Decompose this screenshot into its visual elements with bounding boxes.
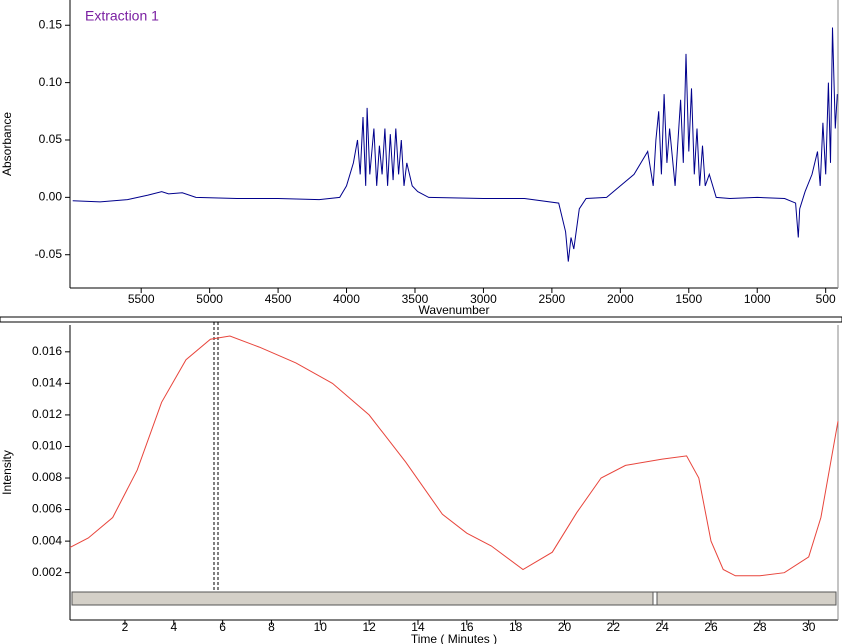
- x-tick-label: 28: [753, 620, 767, 634]
- x-tick-label: 14: [411, 620, 425, 634]
- x-tick-label: 4000: [333, 292, 360, 306]
- x-tick-label: 2500: [539, 292, 566, 306]
- x-tick-label: 22: [607, 620, 621, 634]
- x-tick-label: 12: [362, 620, 376, 634]
- scrollbar[interactable]: [71, 591, 837, 606]
- y-tick-label: 0.012: [32, 407, 62, 421]
- x-tick-label: 4: [170, 620, 177, 634]
- x-tick-label: 2000: [607, 292, 634, 306]
- x-tick-label: 8: [268, 620, 275, 634]
- scroll-thumb[interactable]: [652, 591, 658, 606]
- x-tick-label: 5500: [128, 292, 155, 306]
- splitter[interactable]: [0, 316, 842, 323]
- x-tick-label: 5000: [196, 292, 223, 306]
- y-tick-label: 0.014: [32, 376, 62, 390]
- x-tick-label: 1000: [744, 292, 771, 306]
- x-tick-label: 24: [655, 620, 669, 634]
- x-tick-label: 10: [314, 620, 328, 634]
- x-tick-label: 6: [219, 620, 226, 634]
- y-tick-label: 0.008: [32, 470, 62, 484]
- x-tick-label: 500: [816, 292, 836, 306]
- y-tick-label: 0.016: [32, 344, 62, 358]
- x-tick-label: 16: [460, 620, 474, 634]
- y-tick-label: 0.00: [39, 190, 63, 204]
- series-line: [72, 27, 838, 262]
- x-tick-label: 30: [802, 620, 816, 634]
- x-axis-label: Wavenumber: [419, 303, 490, 317]
- series-line: [69, 335, 839, 577]
- x-tick-label: 1500: [675, 292, 702, 306]
- x-tick-label: 2: [122, 620, 129, 634]
- y-tick-label: 0.006: [32, 502, 62, 516]
- y-tick-label: 0.10: [39, 75, 63, 89]
- x-tick-label: 26: [704, 620, 718, 634]
- x-axis-label: Time ( Minutes ): [411, 632, 497, 644]
- x-tick-label: 20: [558, 620, 572, 634]
- y-tick-label: 0.004: [32, 533, 62, 547]
- y-tick-label: 0.05: [39, 132, 63, 146]
- chart-title: Extraction 1: [85, 8, 159, 24]
- x-tick-label: 3000: [470, 292, 497, 306]
- x-tick-label: 3500: [402, 292, 429, 306]
- x-tick-label: 18: [509, 620, 523, 634]
- x-tick-label: 4500: [265, 292, 292, 306]
- y-tick-label: 0.002: [32, 565, 62, 579]
- y-tick-label: 0.010: [32, 439, 62, 453]
- y-axis-label: Intensity: [0, 450, 14, 495]
- y-tick-label: -0.05: [35, 247, 63, 261]
- y-axis-label: Absorbance: [0, 112, 14, 176]
- y-tick-label: 0.15: [39, 17, 63, 31]
